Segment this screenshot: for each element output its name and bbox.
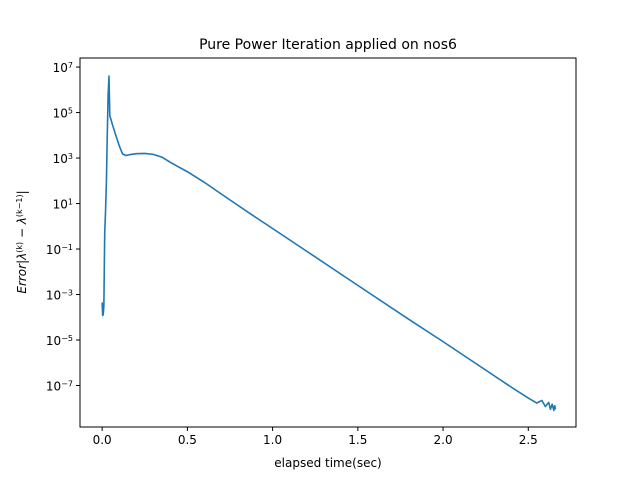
y-axis-label-sup-k: (k) (15, 242, 24, 253)
y-tick-label: 10−7 (46, 379, 73, 394)
y-tick-base: 10 (53, 107, 68, 121)
y-axis-label: Error|λ(k) − λ(k−1)| (15, 190, 30, 293)
plot-area (79, 57, 577, 428)
y-tick-exponent: 3 (68, 152, 73, 161)
y-tick-exponent: −3 (61, 288, 73, 297)
x-tick-label: 0.5 (178, 433, 197, 447)
y-tick-exponent: −1 (61, 243, 73, 252)
x-tick-label: 1.5 (348, 433, 367, 447)
y-tick-label: 107 (53, 61, 73, 76)
x-tick-label: 1.0 (263, 433, 282, 447)
chart-title: Pure Power Iteration applied on nos6 (199, 37, 457, 53)
y-axis-label-bar-end: | (15, 190, 29, 194)
y-axis-label-lambda2: λ (15, 217, 29, 225)
y-axis-label-bar: | (15, 260, 29, 264)
y-tick-exponent: −7 (61, 379, 73, 388)
y-tick-base: 10 (53, 198, 68, 212)
y-tick-exponent: 7 (68, 61, 73, 70)
y-tick-label: 105 (53, 106, 73, 121)
y-axis-label-prefix: Error (15, 263, 29, 294)
y-tick-base: 10 (46, 380, 61, 394)
series-line (101, 75, 557, 412)
x-tick-label: 0.0 (93, 433, 112, 447)
x-axis: 0.0 0.5 1.0 1.5 2.0 2.5 (93, 427, 538, 447)
y-tick-base: 10 (46, 334, 61, 348)
y-tick-label: 10−1 (46, 243, 73, 258)
x-tick-label: 2.5 (519, 433, 538, 447)
y-tick-exponent: 1 (68, 197, 73, 206)
y-tick-exponent: −5 (61, 334, 73, 343)
y-tick-label: 10−3 (46, 288, 73, 303)
x-tick-label: 2.0 (434, 433, 453, 447)
y-tick-label: 10−5 (46, 334, 73, 349)
y-axis-label-sup-k1: (k−1) (15, 194, 24, 217)
y-tick-base: 10 (46, 243, 61, 257)
y-tick-base: 10 (46, 289, 61, 303)
y-tick-label: 103 (53, 152, 73, 167)
x-axis-label: elapsed time(sec) (274, 456, 381, 470)
y-axis-label-lambda: λ (15, 253, 29, 261)
y-tick-base: 10 (53, 152, 68, 166)
y-tick-label: 101 (53, 197, 73, 212)
y-axis-label-minus: − (15, 224, 29, 242)
y-tick-exponent: 5 (68, 106, 73, 115)
y-tick-base: 10 (53, 61, 68, 75)
